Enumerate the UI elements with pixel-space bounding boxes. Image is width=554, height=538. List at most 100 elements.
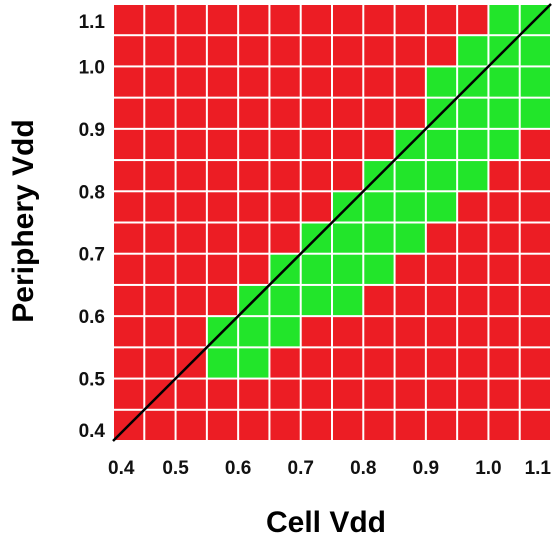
- pass-cell: [395, 161, 425, 191]
- fail-cell: [489, 161, 519, 191]
- fail-cell: [426, 36, 457, 66]
- pass-cell: [520, 36, 550, 66]
- pass-cell: [458, 98, 488, 128]
- fail-cell: [114, 36, 144, 66]
- fail-cell: [364, 98, 394, 128]
- fail-cell: [333, 410, 363, 440]
- fail-cell: [333, 67, 363, 97]
- fail-cell: [145, 223, 175, 253]
- fail-cell: [458, 317, 488, 347]
- x-tick-labels: 0.4 0.5 0.6 0.7 0.8 0.9 1.0 1.1: [108, 458, 551, 479]
- fail-cell: [520, 410, 550, 440]
- x-tick-label: 0.4: [108, 458, 135, 479]
- pass-cell: [426, 129, 457, 160]
- fail-cell: [114, 67, 144, 97]
- fail-cell: [489, 410, 519, 440]
- pass-cell: [458, 161, 488, 191]
- fail-cell: [458, 348, 488, 378]
- fail-cell: [145, 98, 175, 128]
- fail-cell: [270, 348, 300, 378]
- fail-cell: [458, 223, 488, 253]
- fail-cell: [270, 98, 300, 128]
- y-tick-labels: 0.4 0.5 0.6 0.7 0.8 0.9 1.0 1.1: [79, 12, 106, 442]
- pass-cell: [270, 317, 300, 347]
- fail-cell: [239, 36, 269, 66]
- fail-cell: [426, 254, 457, 284]
- fail-cell: [145, 67, 175, 97]
- fail-cell: [176, 317, 206, 347]
- x-tick-label: 0.7: [288, 458, 314, 479]
- pass-cell: [207, 348, 238, 378]
- fail-cell: [458, 5, 488, 35]
- pass-cell: [458, 36, 488, 66]
- fail-cell: [114, 254, 144, 284]
- fail-cell: [145, 192, 175, 222]
- fail-cell: [114, 223, 144, 253]
- fail-cell: [207, 5, 238, 35]
- fail-cell: [333, 379, 363, 409]
- fail-cell: [333, 129, 363, 160]
- fail-cell: [426, 223, 457, 253]
- fail-cell: [207, 223, 238, 253]
- fail-cell: [239, 410, 269, 440]
- x-tick-label: 0.9: [413, 458, 439, 479]
- fail-cell: [458, 410, 488, 440]
- pass-cell: [333, 223, 363, 253]
- fail-cell: [426, 379, 457, 409]
- fail-cell: [114, 348, 144, 378]
- fail-cell: [458, 254, 488, 284]
- fail-cell: [395, 317, 425, 347]
- pass-cell: [489, 67, 519, 97]
- fail-cell: [145, 410, 175, 440]
- fail-cell: [520, 285, 550, 316]
- fail-cell: [176, 379, 206, 409]
- fail-cell: [176, 98, 206, 128]
- fail-cell: [145, 254, 175, 284]
- y-axis-title: Periphery Vdd: [7, 119, 40, 322]
- fail-cell: [114, 129, 144, 160]
- fail-cell: [395, 410, 425, 440]
- fail-cell: [207, 285, 238, 316]
- x-tick-label: 0.5: [162, 458, 189, 479]
- fail-cell: [333, 161, 363, 191]
- fail-cell: [176, 67, 206, 97]
- fail-cell: [114, 285, 144, 316]
- pass-cell: [364, 192, 394, 222]
- fail-cell: [239, 5, 269, 35]
- fail-cell: [114, 98, 144, 128]
- fail-cell: [239, 254, 269, 284]
- fail-cell: [395, 67, 425, 97]
- fail-cell: [364, 410, 394, 440]
- pass-cell: [489, 129, 519, 160]
- fail-cell: [207, 67, 238, 97]
- fail-cell: [270, 129, 300, 160]
- fail-cell: [239, 192, 269, 222]
- fail-cell: [364, 285, 394, 316]
- fail-cell: [489, 254, 519, 284]
- fail-cell: [114, 379, 144, 409]
- fail-cell: [270, 223, 300, 253]
- pass-cell: [395, 223, 425, 253]
- fail-cell: [364, 129, 394, 160]
- fail-cell: [489, 192, 519, 222]
- y-tick-label: 0.5: [79, 370, 106, 391]
- fail-cell: [520, 379, 550, 409]
- fail-cell: [395, 348, 425, 378]
- fail-cell: [520, 161, 550, 191]
- pass-cell: [426, 67, 457, 97]
- pass-cell: [489, 5, 519, 35]
- fail-cell: [301, 379, 331, 409]
- pass-cell: [520, 98, 550, 128]
- fail-cell: [520, 129, 550, 160]
- pass-cell: [364, 223, 394, 253]
- pass-cell: [239, 317, 269, 347]
- pass-cell: [333, 285, 363, 316]
- fail-cell: [176, 223, 206, 253]
- fail-cell: [207, 410, 238, 440]
- fail-cell: [207, 379, 238, 409]
- fail-cell: [145, 161, 175, 191]
- fail-cell: [207, 36, 238, 66]
- fail-cell: [145, 317, 175, 347]
- fail-cell: [520, 348, 550, 378]
- fail-cell: [458, 379, 488, 409]
